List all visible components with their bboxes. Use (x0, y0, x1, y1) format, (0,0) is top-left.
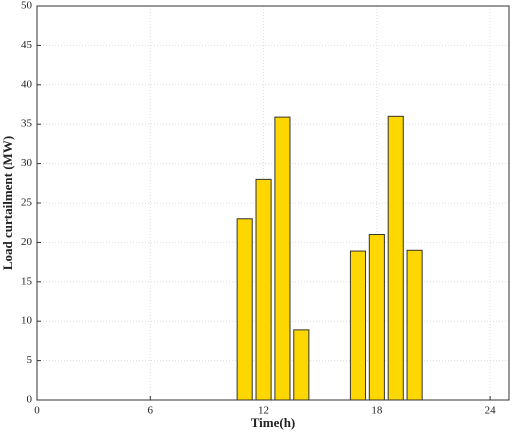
bar (368, 234, 385, 401)
bar (387, 115, 404, 401)
bar (349, 250, 367, 401)
plot-frame (36, 5, 510, 401)
y-tick-label: 20 (21, 236, 33, 248)
y-tick-label: 45 (21, 39, 33, 51)
bar (274, 116, 291, 401)
x-tick-label: 6 (148, 405, 154, 417)
y-tick-label: 40 (21, 78, 33, 90)
y-tick-label: 10 (21, 315, 33, 327)
bar (255, 178, 272, 401)
bar (236, 218, 253, 401)
y-tick-label: 30 (21, 157, 33, 169)
y-tick-label: 0 (27, 394, 33, 406)
bar (406, 249, 423, 401)
x-tick-label: 0 (34, 405, 40, 417)
x-tick-label: 24 (485, 405, 497, 417)
x-axis-label: Time(h) (251, 415, 296, 430)
y-tick-label: 15 (21, 275, 33, 287)
y-axis-label: Load curtailment (MW) (0, 136, 15, 270)
y-tick-label: 35 (21, 118, 33, 130)
y-tick-label: 50 (21, 0, 33, 12)
x-tick-label: 18 (371, 405, 383, 417)
x-tick-label: 12 (258, 405, 269, 417)
bar (293, 329, 310, 401)
y-tick-label: 5 (27, 354, 33, 366)
y-tick-label: 25 (21, 197, 33, 209)
